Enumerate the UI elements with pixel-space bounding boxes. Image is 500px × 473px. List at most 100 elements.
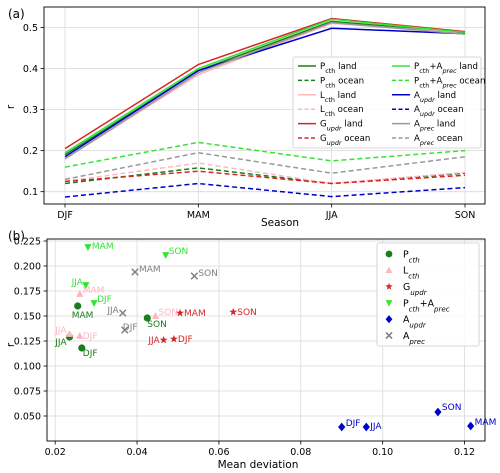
panel-b-ticks: 0.02 0.04 0.06 0.08 0.10 0.12 0.050 0.075 0.100 0…: [14, 236, 475, 458]
scatter-marker-star: [385, 282, 393, 290]
scatter-marker-x: [118, 309, 127, 317]
panel-b-legend-label: Gupdr: [403, 282, 428, 297]
scatter-marker-diamond: [338, 422, 346, 432]
scatter-marker-x-stroke: [118, 309, 127, 317]
scatter-marker-x-stroke: [190, 272, 199, 280]
panel-b-xlabel: Mean deviation: [218, 459, 299, 471]
panel-b-ytick-label: 0.175: [14, 286, 41, 297]
panel-b-legend-label: Aupdr: [403, 315, 427, 330]
panel-a-legend-box: [292, 56, 482, 149]
scatter-marker-triangle-up: [385, 266, 393, 274]
panel-b-point-label: DJF: [346, 419, 361, 429]
panel-a-ytick-label: 0.3: [23, 105, 38, 116]
panel-a-legend-label: Gupdr land: [320, 120, 363, 133]
panel-a-line-chart: (a) r Season DJF MAM JJA SON 0.1 0.2 0.3 0.4 0.5…: [5, 6, 486, 229]
scatter-marker-diamond: [434, 407, 442, 417]
panel-b-point-label: DJF: [83, 349, 98, 359]
scatter-marker-star: [169, 334, 178, 343]
scatter-marker-x-stroke: [385, 331, 393, 340]
panel-b-point-label: SON: [198, 269, 218, 279]
panel-b-xtick-label: 0.04: [126, 447, 147, 458]
panel-a-ytick-label: 0.4: [23, 64, 38, 75]
panel-a-frame: [43, 6, 486, 205]
panel-b-point-label: MAM: [139, 265, 161, 275]
panel-b-ytick-label: 0.225: [14, 236, 41, 247]
panel-b-point-label: DJF: [178, 335, 193, 345]
panel-a-legend-label: Gupdr ocean: [320, 134, 370, 147]
panel-a-series-line: [64, 167, 466, 185]
scatter-marker-diamond: [467, 421, 475, 431]
scatter-marker-triangle-down: [385, 300, 393, 307]
panel-a-series-line: [64, 17, 466, 150]
panel-a-series-line: [64, 20, 466, 156]
panel-a-legend-label: Pcth land: [320, 62, 357, 75]
panel-a-series-line: [64, 182, 466, 198]
panel-b-point-label: MAM: [72, 311, 94, 321]
panel-b-scatter-chart: (b) r Mean deviation DJFMAMJJASONDJFMAMJ…: [5, 229, 496, 471]
panel-b-ytick-label: 0.150: [14, 311, 41, 322]
panel-a-xtick-label: MAM: [187, 210, 210, 221]
panel-a-series-line: [64, 18, 466, 154]
panel-a-ticks: DJF MAM JJA SON 0.1 0.2 0.3 0.4 0.5: [23, 23, 475, 221]
scatter-marker-circle: [143, 314, 151, 322]
scatter-marker-star: [229, 307, 238, 316]
panel-b-xtick-label: 0.08: [290, 447, 311, 458]
panel-b-point-label: MAM: [92, 242, 114, 252]
panel-a-ytick-label: 0.1: [23, 187, 38, 198]
scatter-marker-triangle-down: [162, 252, 170, 259]
panel-b-point-label: JJA: [54, 338, 67, 348]
panel-b-xtick-label: 0.06: [208, 447, 229, 458]
panel-b-point-label: MAM: [184, 309, 206, 319]
panel-b-point-label: SON: [237, 308, 257, 318]
panel-b-legend-label: Aprec: [403, 331, 425, 346]
panel-b-point-label: JJA: [369, 422, 382, 432]
scatter-marker-triangle-up: [151, 312, 160, 319]
panel-b-xtick-label: 0.12: [454, 447, 475, 458]
panel-a-legend-label: Pcth+Aprec land: [414, 62, 478, 75]
scatter-marker-x-stroke: [121, 326, 129, 334]
panel-a-legend-label: Pcth ocean: [320, 76, 364, 89]
panel-b-point-label: JJA: [54, 326, 67, 336]
panel-b-point-label: DJF: [97, 295, 112, 305]
panel-b-legend-box: [376, 242, 480, 347]
panel-b-label: (b): [8, 229, 25, 243]
panel-a-legend-label: Pcth+Aprec ocean: [414, 76, 485, 89]
panel-a-series-line: [64, 162, 466, 185]
scatter-marker-circle: [385, 250, 393, 258]
panel-b-point-label: JJA: [147, 336, 160, 346]
panel-b-ytick-label: 0.050: [14, 411, 41, 422]
panel-a-legend-label: Aupdr ocean: [414, 105, 464, 118]
panel-a-legend-label: Aupdr land: [414, 91, 456, 104]
panel-a-legend-label: Aprec ocean: [414, 134, 463, 147]
panel-b-point-label: SON: [158, 308, 178, 318]
panel-a-xtick-label: JJA: [325, 210, 338, 221]
panel-b-point-label: MAM: [83, 286, 105, 296]
scatter-marker-triangle-down: [90, 300, 98, 307]
panel-a-ytick-label: 0.5: [23, 23, 38, 34]
panel-b-points: DJFMAMJJASONDJFMAMJJASONDJFMAMJJASONDJFM…: [54, 242, 496, 432]
panel-a-ytick-label: 0.2: [23, 146, 38, 157]
panel-b-point-label: JJA: [71, 278, 84, 288]
panel-b-frame: [46, 238, 486, 442]
panel-b-legend-label: Lcth: [403, 266, 419, 281]
panel-a-series-line: [64, 141, 466, 168]
panel-a-xlabel: Season: [261, 217, 299, 229]
panel-b-point-label: JJA: [106, 306, 119, 316]
panel-b-ytick-label: 0.125: [14, 336, 41, 347]
scatter-marker-x: [385, 331, 393, 340]
panel-b-point-label: DJF: [123, 323, 138, 333]
panel-a-legend-label: Aprec land: [414, 120, 455, 133]
panel-b-ytick-label: 0.100: [14, 361, 41, 372]
scatter-marker-x: [131, 268, 139, 276]
scatter-marker-circle: [74, 302, 82, 310]
scatter-marker-diamond: [385, 315, 393, 324]
panel-b-xtick-label: 0.02: [45, 447, 66, 458]
panel-b-xtick-label: 0.10: [372, 447, 393, 458]
panel-a-legend-label: Lcth ocean: [320, 105, 364, 118]
panel-b-legend-label: Pcth+Aprec: [403, 298, 450, 313]
panel-a-series-line: [64, 151, 466, 181]
panel-a-legend-label: Lcth land: [320, 91, 356, 104]
